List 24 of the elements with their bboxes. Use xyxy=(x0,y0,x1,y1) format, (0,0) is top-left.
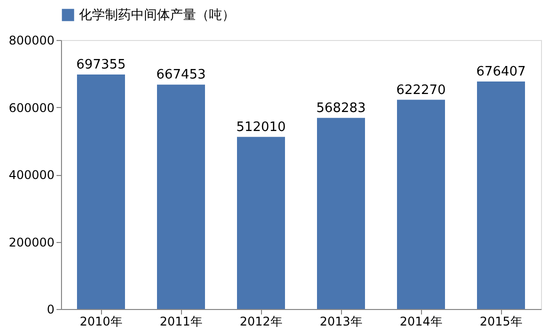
y-tick-label: 0 xyxy=(46,302,54,316)
bar xyxy=(77,74,125,309)
data-label: 676407 xyxy=(476,64,526,80)
data-label: 667453 xyxy=(156,68,206,83)
bar xyxy=(477,82,525,309)
y-tick-label: 200000 xyxy=(8,235,54,250)
bar xyxy=(237,136,285,309)
data-label: 622270 xyxy=(396,82,446,98)
bar xyxy=(157,84,205,309)
bar xyxy=(317,118,365,309)
x-tick-label: 2014年 xyxy=(400,314,442,328)
legend-label: 化学制药中间体产量（吨） xyxy=(79,8,235,23)
data-label: 512010 xyxy=(236,120,286,135)
x-tick-label: 2015年 xyxy=(480,314,522,328)
x-tick-label: 2012年 xyxy=(240,314,282,328)
x-tick-label: 2011年 xyxy=(160,314,202,328)
x-tick-label: 2013年 xyxy=(320,314,362,328)
data-label: 697355 xyxy=(76,58,126,73)
data-label: 568283 xyxy=(316,100,366,116)
y-tick-label: 800000 xyxy=(8,34,54,48)
x-tick-label: 2010年 xyxy=(80,314,122,328)
bar xyxy=(397,100,445,309)
y-tick-label: 400000 xyxy=(8,168,54,182)
y-tick-label: 600000 xyxy=(8,100,54,115)
